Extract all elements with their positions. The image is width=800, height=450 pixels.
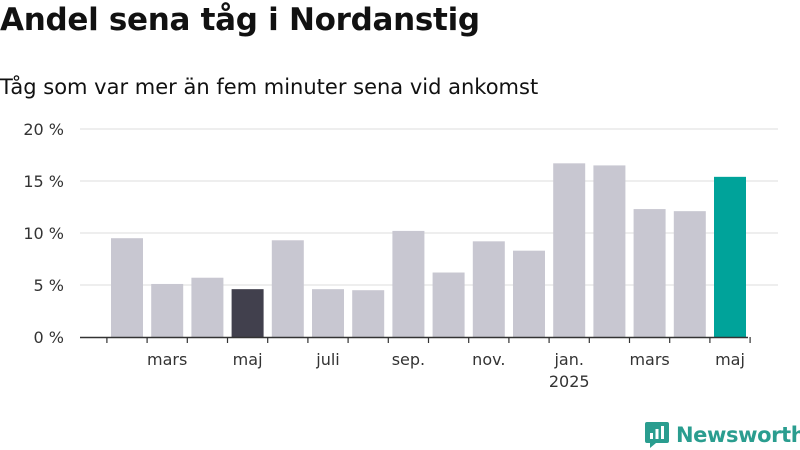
newsworthy-logo-icon — [645, 422, 669, 448]
bar — [151, 283, 184, 337]
x-tick-label: maj — [233, 350, 263, 369]
bar — [633, 209, 666, 337]
bar — [553, 163, 586, 337]
brand-name: Newsworthy — [676, 423, 800, 447]
chart-title: Andel sena tåg i Nordanstig — [0, 2, 480, 38]
bar — [352, 290, 385, 337]
bar — [714, 176, 746, 337]
bar-chart: 0 % 5 % 10 % 15 % 20 % mars maj juli sep. nov. jan… — [23, 120, 778, 391]
y-tick-label: 15 % — [23, 172, 64, 191]
x-tick-label: nov. — [472, 350, 505, 369]
bar — [271, 240, 304, 337]
bar — [472, 241, 505, 337]
y-tick-label: 10 % — [23, 224, 64, 243]
chart-subtitle: Tåg som var mer än fem minuter sena vid … — [0, 75, 539, 99]
bar — [392, 230, 425, 337]
bar — [432, 272, 465, 337]
x-tick-label: maj — [715, 350, 745, 369]
bar — [312, 289, 344, 337]
brand-logo: Newsworthy — [644, 420, 800, 450]
bar — [231, 289, 264, 337]
y-tick-label: 0 % — [34, 328, 64, 347]
bar — [593, 165, 626, 337]
x-tick-sublabel: 2025 — [549, 372, 590, 391]
x-tick-label: jan. — [553, 350, 583, 369]
y-tick-label: 20 % — [23, 120, 64, 139]
bar — [111, 238, 143, 337]
x-tick-label: sep. — [392, 350, 425, 369]
x-tick-label: juli — [315, 350, 339, 369]
x-tick-label: mars — [147, 350, 187, 369]
bar — [673, 211, 706, 337]
x-tick-label: mars — [629, 350, 669, 369]
y-tick-label: 5 % — [34, 276, 64, 295]
bar — [513, 250, 545, 337]
bar — [191, 277, 224, 337]
